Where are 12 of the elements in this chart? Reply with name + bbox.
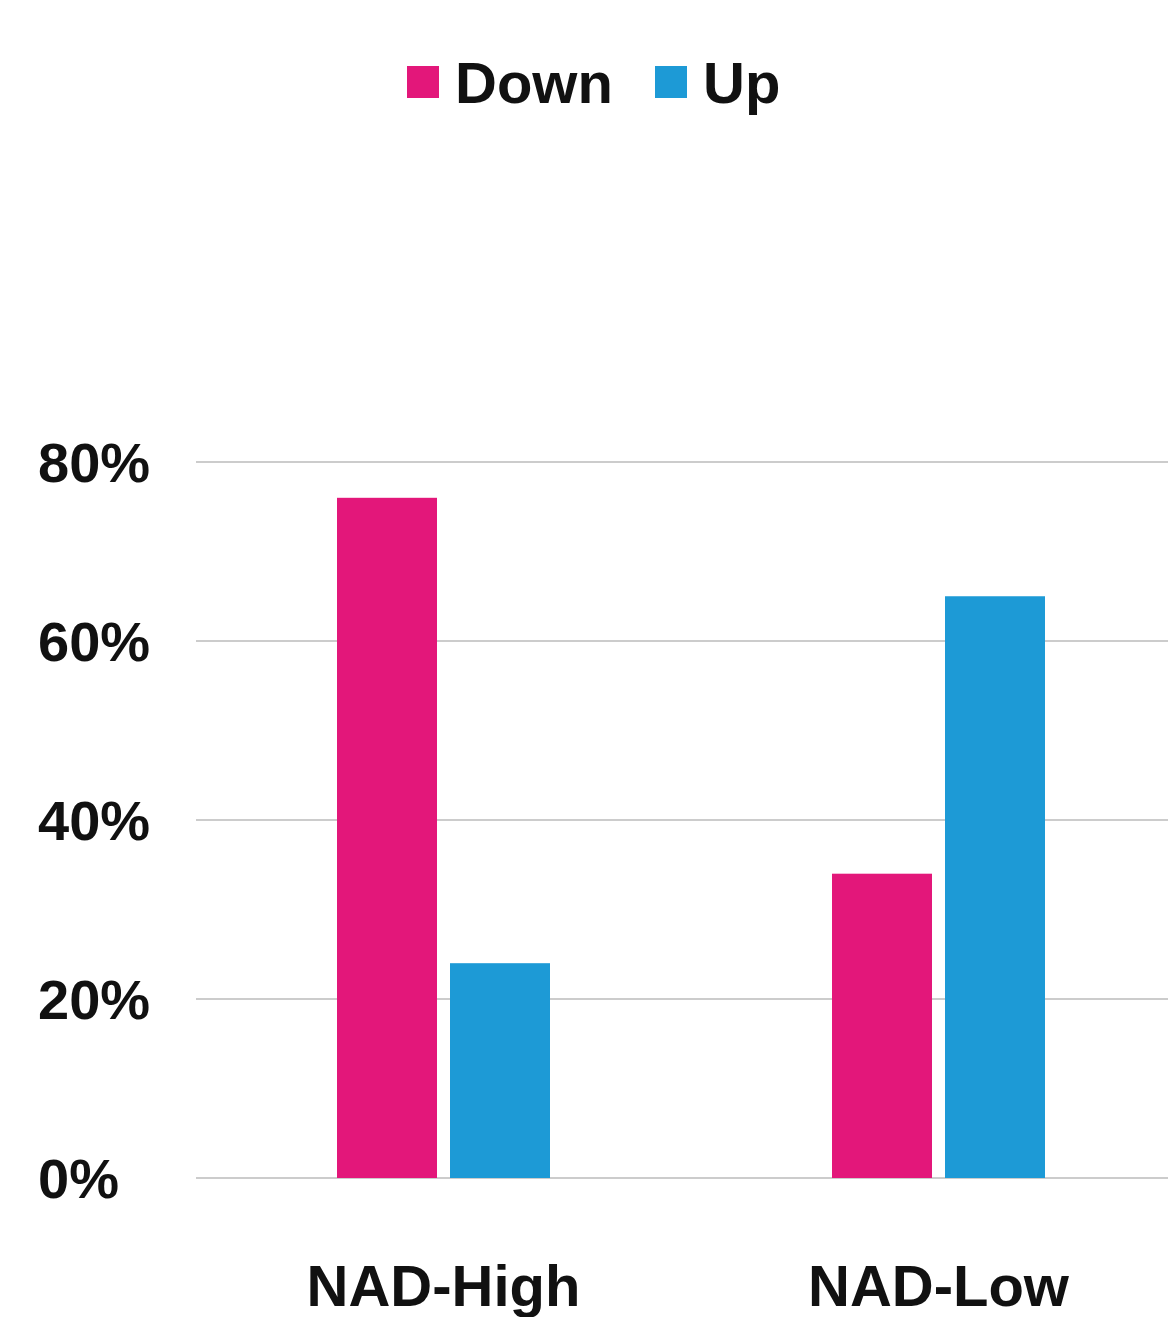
- legend-label: Up: [703, 49, 781, 115]
- y-tick-label: 80%: [38, 430, 151, 494]
- y-tick-label: 0%: [38, 1146, 119, 1210]
- bar: [945, 596, 1045, 1178]
- y-tick-label: 60%: [38, 609, 151, 673]
- x-tick-label: NAD-Low: [808, 1252, 1070, 1317]
- bar: [337, 497, 437, 1178]
- bar: [450, 963, 550, 1178]
- y-tick-label: 40%: [38, 788, 151, 852]
- legend-label: Down: [455, 49, 613, 115]
- bar: [832, 873, 932, 1178]
- y-tick-label: 20%: [38, 967, 151, 1031]
